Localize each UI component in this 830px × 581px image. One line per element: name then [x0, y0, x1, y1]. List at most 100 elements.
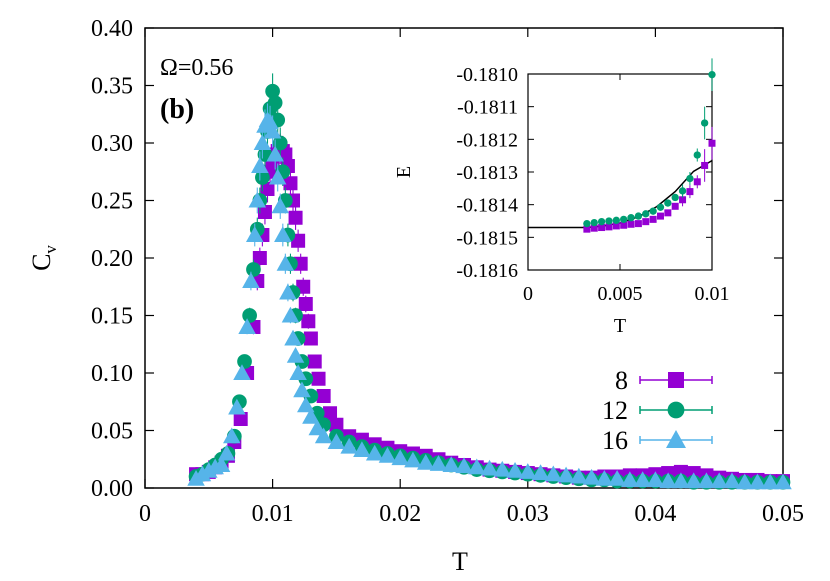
data-point: [595, 470, 614, 486]
y-tick-label: 0.15: [91, 304, 133, 330]
inset-data-point: [597, 217, 606, 226]
data-point: [228, 398, 246, 415]
data-point: [248, 191, 267, 208]
omega-annotation: Ω=0.56: [160, 55, 233, 81]
inset-data-point: [634, 220, 642, 228]
inset-y-tick-label: -0.1810: [456, 64, 518, 86]
inset-y-tick-label: -0.1814: [456, 195, 518, 217]
inset-data-point: [671, 202, 679, 210]
data-point: [272, 135, 288, 151]
inset-data-point: [664, 199, 672, 207]
data-point: [684, 472, 703, 489]
data-point: [697, 472, 716, 489]
x-tick-label: 0.04: [634, 501, 676, 527]
data-point: [307, 354, 322, 369]
legend-label: 12: [602, 396, 628, 425]
data-point: [646, 471, 665, 487]
data-point: [365, 444, 384, 461]
inset-data-point: [634, 212, 643, 220]
inset-plot-data: [528, 58, 716, 233]
data-point: [233, 412, 248, 426]
inset-series-12: [583, 58, 716, 228]
data-point: [391, 449, 409, 466]
data-point: [327, 433, 346, 449]
data-point: [274, 226, 292, 242]
data-point: [293, 381, 311, 398]
inset-data-point: [627, 214, 635, 222]
data-point: [253, 134, 272, 150]
data-point: [223, 427, 241, 444]
data-point: [251, 157, 269, 173]
inset-axis-ticks: 0 0.005 0.01 -0.1810 -0.1811 -0.1812 -0.1813 -0…: [456, 64, 729, 305]
data-point: [378, 447, 397, 463]
data-point: [311, 371, 326, 386]
inset-data-point: [590, 218, 598, 227]
y-tick-label: 0.40: [91, 16, 133, 42]
main-x-axis-label: T: [452, 547, 468, 576]
inset-data-point: [678, 187, 687, 195]
inset-x-tick-label: 0.005: [598, 283, 643, 305]
inset-x-tick-label: 0: [523, 283, 533, 305]
data-point: [279, 283, 297, 300]
main-y-axis-label: Cv: [27, 245, 60, 271]
inset-y-tick-label: -0.1813: [456, 162, 518, 184]
inset-data-point: [693, 151, 701, 159]
data-point: [659, 472, 677, 489]
data-point: [252, 251, 267, 265]
data-point: [316, 389, 331, 403]
series-16: [187, 103, 792, 490]
data-point: [242, 272, 260, 288]
data-point: [774, 473, 792, 490]
main-axis-ticks: 0 0.01 0.02 0.03 0.04 0.05 0.00 0.05 0.10 0.15 0.2…: [91, 16, 804, 527]
inset-data-point: [656, 203, 665, 211]
inset-data-point: [583, 219, 591, 228]
data-point: [761, 473, 779, 490]
inset-data-point: [642, 218, 650, 226]
y-tick-label: 0.10: [91, 361, 133, 387]
data-point: [582, 468, 601, 485]
data-point: [276, 255, 295, 271]
inset-x-tick-label: 0.01: [695, 283, 730, 305]
data-point: [238, 318, 256, 334]
inset-data-point: [605, 217, 613, 225]
y-tick-label: 0.05: [91, 419, 133, 445]
legend-label: 8: [615, 366, 628, 395]
inset-plot-frame: [527, 73, 713, 271]
data-point: [468, 458, 486, 475]
panel-label: (b): [160, 94, 194, 125]
x-tick-label: 0.02: [379, 501, 421, 527]
x-tick-label: 0.03: [507, 501, 549, 527]
data-point: [233, 364, 251, 380]
inset-data-point: [700, 119, 709, 127]
data-point: [710, 472, 728, 489]
data-point: [314, 427, 333, 444]
series-8: [189, 133, 790, 489]
data-point: [246, 262, 261, 277]
data-point: [416, 453, 435, 470]
inset-data-point: [605, 223, 613, 231]
data-point: [288, 210, 303, 225]
inset-data-point: [686, 188, 694, 196]
data-point: [303, 331, 318, 346]
data-point: [340, 437, 358, 454]
legend-marker: [667, 401, 685, 419]
main-y-axis-label-sub: v: [41, 245, 60, 254]
data-point: [260, 182, 275, 196]
data-point: [286, 347, 305, 363]
inset-data-point: [612, 216, 620, 225]
data-point: [297, 396, 315, 413]
data-point: [265, 83, 280, 99]
inset-data-point: [656, 212, 664, 220]
data-point: [608, 470, 626, 486]
data-point: [735, 473, 754, 490]
data-point: [633, 471, 652, 487]
y-tick-label: 0.00: [91, 476, 133, 502]
inset-data-point: [649, 215, 657, 223]
data-point: [271, 197, 290, 214]
data-point: [267, 95, 283, 111]
inset-data-point: [598, 224, 606, 232]
main-y-axis-label-base: C: [27, 254, 56, 271]
inset-data-point: [686, 174, 694, 183]
inset-data-point: [583, 225, 591, 233]
